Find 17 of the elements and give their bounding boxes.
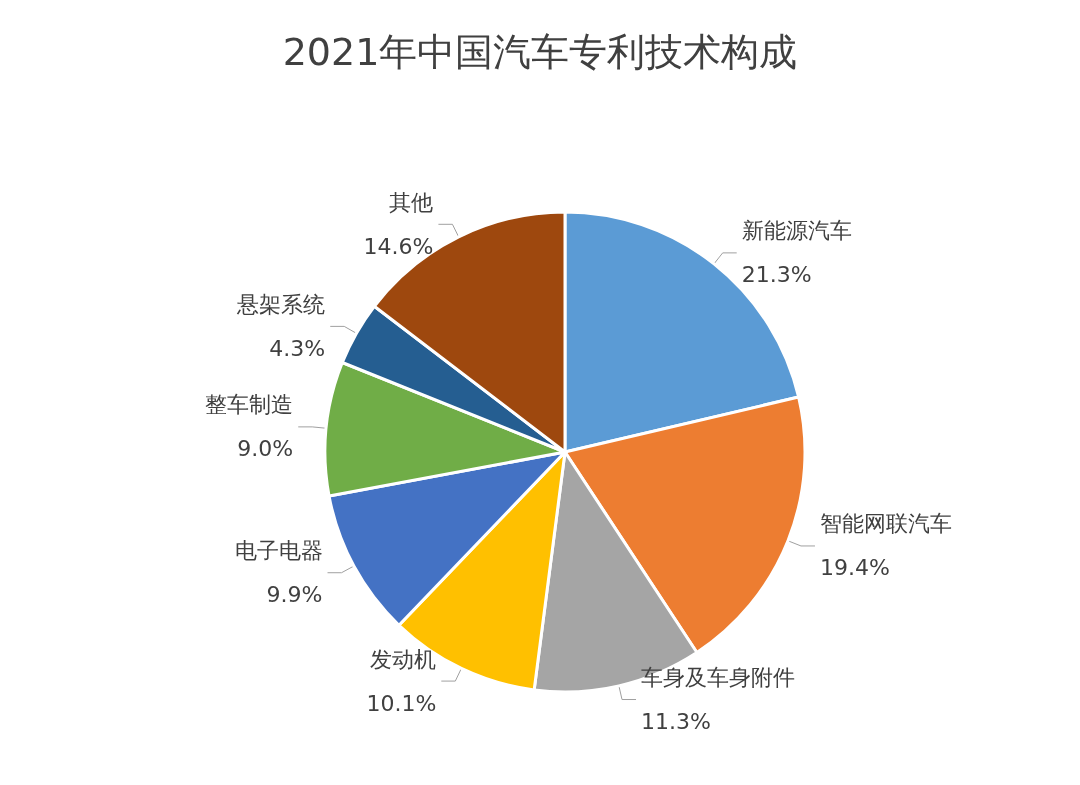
slice-label: 发动机 — [370, 646, 437, 672]
slice-label: 电子电器 — [234, 538, 323, 564]
chart-title: 2021年中国汽车专利技术构成 — [282, 30, 798, 74]
data-label: 11.3% — [641, 709, 711, 735]
data-label: 4.3% — [269, 335, 326, 361]
slice-label: 车身及车身附件 — [641, 665, 796, 691]
slice-label: 新能源汽车 — [741, 218, 852, 244]
slice-label: 智能网联汽车 — [819, 511, 952, 537]
slice-label: 悬架系统 — [236, 291, 326, 317]
slice-label: 其他 — [389, 189, 434, 215]
data-label: 9.0% — [237, 436, 294, 462]
data-label: 10.1% — [366, 690, 437, 716]
data-label: 9.9% — [266, 582, 323, 608]
data-label: 14.6% — [363, 233, 434, 259]
data-label: 19.4% — [819, 555, 890, 581]
slice-label: 整车制造 — [205, 392, 294, 418]
data-label: 21.3% — [741, 262, 812, 288]
